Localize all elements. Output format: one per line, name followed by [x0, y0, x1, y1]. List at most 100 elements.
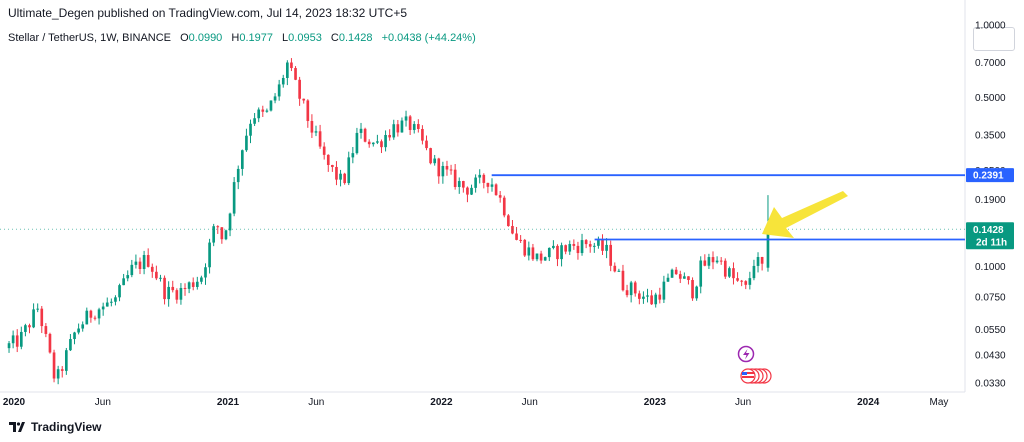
- time-tick-label: 2024: [857, 397, 880, 408]
- current-price-label: 0.1428: [973, 225, 1004, 236]
- candle-body: [269, 100, 273, 111]
- candle-body: [433, 158, 437, 164]
- candle-body: [265, 110, 269, 112]
- candle-body: [707, 257, 711, 266]
- candle-body: [101, 306, 105, 310]
- candle-body: [347, 157, 351, 184]
- candle-body: [122, 278, 125, 286]
- candle-body: [695, 286, 698, 299]
- open-label: O: [180, 32, 189, 44]
- candle-body: [437, 158, 441, 177]
- candle-body: [171, 286, 175, 291]
- candle-body: [498, 195, 502, 198]
- candle-body: [343, 173, 346, 184]
- time-tick-label: May: [930, 397, 949, 408]
- time-tick-label: 2022: [430, 397, 453, 408]
- candle-body: [48, 333, 52, 353]
- candle-body: [339, 173, 342, 180]
- candle-body: [245, 135, 248, 151]
- candle-body: [633, 282, 637, 294]
- candle-body: [494, 184, 498, 196]
- candle-body: [728, 268, 731, 277]
- level-price-badge: [966, 168, 1014, 183]
- candle-body: [666, 277, 670, 282]
- candle-body: [93, 317, 97, 319]
- candle-body: [114, 297, 117, 302]
- candle-body: [654, 294, 658, 305]
- candle-body: [105, 302, 109, 307]
- candle-body: [138, 261, 142, 270]
- price-tick-label: 0.0750: [975, 292, 1006, 303]
- tradingview-brand[interactable]: TradingView: [31, 420, 102, 434]
- candle-body: [367, 141, 371, 145]
- candle-body: [719, 260, 723, 262]
- change-value: +0.0438 (+44.24%): [381, 32, 476, 44]
- candle-body: [179, 287, 183, 300]
- candle-body: [216, 226, 220, 228]
- candle-body: [52, 352, 56, 379]
- price-tick-label: 1.0000: [975, 21, 1006, 32]
- candle-body: [376, 141, 379, 143]
- candle-body: [302, 98, 306, 101]
- candle-body: [474, 177, 477, 188]
- candle-body: [261, 109, 265, 112]
- candle-body: [404, 116, 408, 121]
- candle-body: [187, 282, 191, 289]
- candle-body: [69, 339, 72, 351]
- candle-body: [625, 290, 629, 296]
- candle-body: [416, 124, 420, 129]
- symbol-title[interactable]: Stellar / TetherUS, 1W, BINANCE: [8, 32, 172, 44]
- tradingview-logo-icon: [9, 422, 25, 432]
- arrow-icon: [762, 191, 848, 238]
- candle-body: [572, 244, 576, 246]
- high-label: H: [231, 32, 240, 44]
- scale-settings-button[interactable]: [973, 27, 1015, 51]
- candle-body: [601, 240, 604, 251]
- time-tick-label: 2020: [3, 397, 26, 408]
- candle-body: [142, 255, 146, 270]
- candle-body: [678, 274, 682, 279]
- candle-body: [257, 109, 261, 119]
- candle-body: [363, 128, 367, 142]
- candle-body: [240, 150, 244, 169]
- candle-body: [298, 79, 301, 99]
- candle-body: [568, 244, 572, 252]
- candle-body: [191, 282, 195, 287]
- candle-body: [388, 134, 391, 138]
- candle-body: [756, 257, 760, 266]
- open-value: 0.0990: [188, 32, 223, 44]
- candle-body: [543, 257, 547, 261]
- candle-body: [617, 270, 621, 272]
- candle-body: [40, 308, 44, 327]
- candle-body: [331, 164, 334, 167]
- candle-body: [81, 324, 85, 329]
- price-tick-label: 0.7000: [975, 58, 1006, 69]
- flag-stripe: [742, 376, 754, 378]
- candle-body: [126, 275, 130, 279]
- lightning-icon: [743, 349, 750, 360]
- candle-body: [32, 309, 35, 328]
- candle-body: [715, 260, 719, 263]
- candle-body: [396, 124, 400, 133]
- candle-body: [355, 132, 359, 154]
- current-price-badge: [966, 222, 1014, 250]
- candle-body: [683, 276, 686, 279]
- candle-body: [539, 253, 543, 261]
- candle-body: [195, 281, 199, 287]
- candle-body: [212, 226, 216, 243]
- close-value: 0.1428: [338, 32, 373, 44]
- candle-body: [523, 239, 527, 256]
- candle-body: [621, 270, 625, 291]
- candle-body: [28, 325, 31, 328]
- candle-body: [507, 215, 510, 227]
- candle-body: [110, 301, 113, 303]
- candle-body: [691, 279, 694, 299]
- candle-body: [445, 165, 449, 170]
- candle-body: [15, 335, 19, 347]
- candle-body: [19, 331, 23, 347]
- candle-body: [662, 281, 666, 300]
- price-tick-label: 0.5000: [975, 93, 1006, 104]
- candle-body: [658, 294, 662, 300]
- price-tick-label: 0.1000: [975, 262, 1006, 273]
